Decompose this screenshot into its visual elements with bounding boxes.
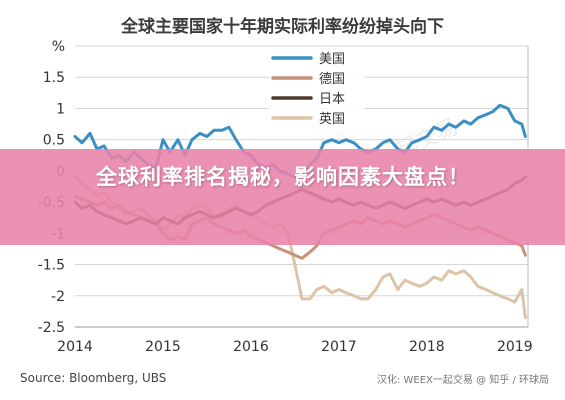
legend-bg <box>269 108 365 128</box>
legend-label: 德国 <box>319 72 345 87</box>
legend-label: 美国 <box>319 52 345 67</box>
x-tick-label: 2016 <box>233 339 269 355</box>
y-tick-label: 1 <box>56 101 65 117</box>
x-tick-label: 2019 <box>497 339 533 355</box>
credit-note: 汉化: WEEX一起交易 @ 知乎 / 环球局 <box>376 375 549 386</box>
x-tick-label: 2014 <box>57 339 93 355</box>
y-tick-label: 0.5 <box>43 133 65 149</box>
y-tick-label: -2.5 <box>38 320 65 336</box>
chart-title: 全球主要国家十年期实际利率纷纷掉头向下 <box>121 17 444 37</box>
legend-bg <box>269 68 365 88</box>
legend-label: 日本 <box>319 92 345 107</box>
x-tick-label: 2018 <box>409 339 445 355</box>
y-tick-label: -2 <box>51 289 65 305</box>
x-tick-label: 2015 <box>145 339 181 355</box>
x-tick-label: 2017 <box>321 339 357 355</box>
y-tick-label: % <box>52 39 65 55</box>
source-note: Source: Bloomberg, UBS <box>20 371 167 385</box>
y-tick-label: 1.5 <box>43 70 65 86</box>
banner-text: 全球利率排名揭秘，影响因素大盘点！ <box>96 165 470 189</box>
legend-bg <box>269 48 365 68</box>
legend-label: 英国 <box>319 112 345 127</box>
y-tick-label: -1.5 <box>38 258 65 274</box>
legend-bg <box>269 88 365 108</box>
promo-banner <box>0 149 565 245</box>
